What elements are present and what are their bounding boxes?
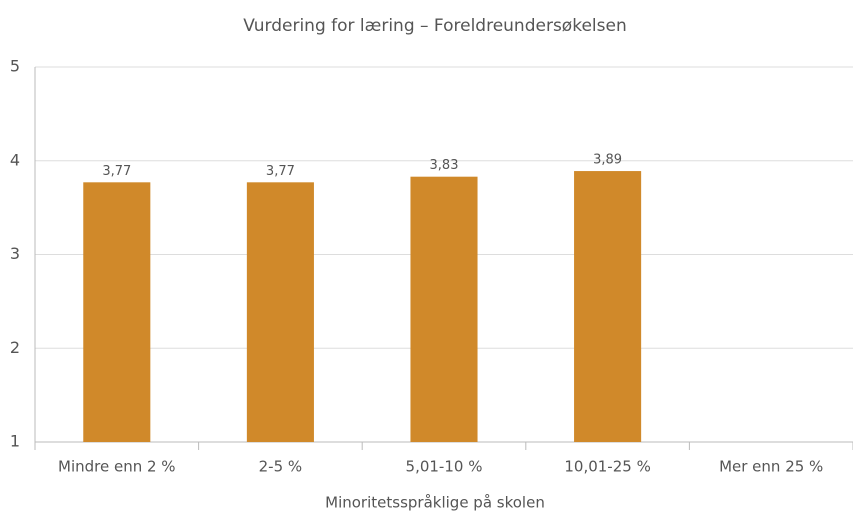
x-tick-label: 5,01-10 % bbox=[406, 458, 483, 476]
x-tick-label: Mindre enn 2 % bbox=[58, 458, 176, 476]
y-tick-label: 1 bbox=[10, 432, 20, 451]
bar bbox=[410, 176, 478, 442]
value-label: 3,83 bbox=[430, 158, 459, 173]
bar bbox=[246, 182, 314, 442]
value-label: 3,77 bbox=[102, 164, 131, 179]
value-label: 3,89 bbox=[593, 153, 622, 168]
chart-title: Vurdering for læring – Foreldreundersøke… bbox=[243, 16, 626, 36]
x-axis-label: Minoritetsspråklige på skolen bbox=[325, 494, 545, 512]
bar bbox=[83, 182, 151, 442]
y-tick-label: 3 bbox=[10, 244, 20, 263]
y-tick-label: 4 bbox=[10, 150, 20, 169]
x-tick-label: 10,01-25 % bbox=[564, 458, 650, 476]
bar bbox=[574, 171, 642, 442]
y-tick-label: 5 bbox=[10, 57, 20, 76]
value-label: 3,77 bbox=[266, 164, 295, 179]
y-tick-label: 2 bbox=[10, 338, 20, 357]
x-tick-label: 2-5 % bbox=[259, 458, 303, 476]
x-tick-label: Mer enn 25 % bbox=[719, 458, 823, 476]
